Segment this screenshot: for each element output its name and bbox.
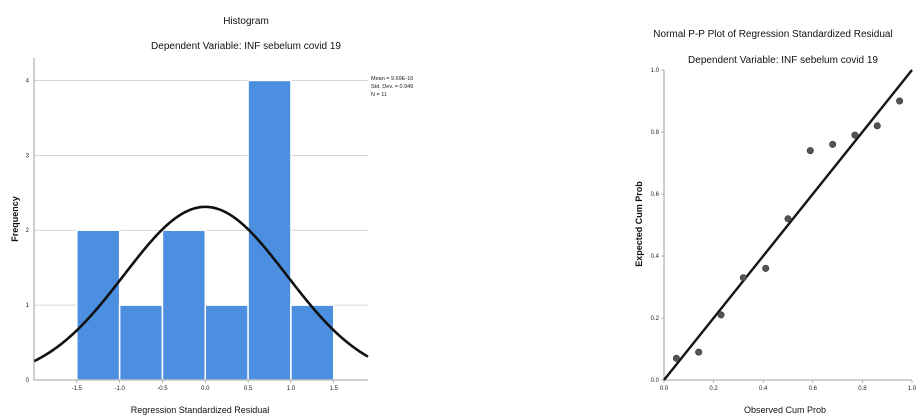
- histogram-x-tick-label: 1.0: [287, 386, 296, 392]
- pp-y-ticks: 0.0 0.2 0.4 0.6 0.8 1.0: [651, 68, 664, 384]
- pp-reference-line: [663, 69, 913, 381]
- stat-std-dev: Std. Dev. = 0.949: [371, 84, 413, 90]
- histogram-x-tick-label: 0.0: [201, 386, 210, 392]
- histogram-x-tick-label: -0.5: [157, 386, 168, 392]
- histogram-x-label: Regression Standardized Residual: [131, 405, 270, 415]
- pp-x-tick-label: 0.4: [759, 386, 768, 392]
- histogram-y-tick-label: 4: [26, 78, 30, 84]
- pp-x-label: Observed Cum Prob: [744, 405, 826, 415]
- pp-point: [717, 311, 725, 319]
- pp-point: [784, 215, 792, 223]
- histogram-bar: [204, 304, 249, 381]
- pp-point: [762, 264, 770, 272]
- histogram-bar: [290, 304, 335, 381]
- pp-y-tick-label: 0.6: [651, 192, 660, 198]
- histogram-chart: Histogram Dependent Variable: INF sebelu…: [10, 16, 413, 415]
- pp-x-ticks: 0.0 0.2 0.4 0.6 0.8 1.0: [660, 380, 917, 392]
- pp-point: [851, 131, 859, 139]
- histogram-bars: [76, 79, 335, 381]
- pp-point: [672, 354, 680, 362]
- histogram-x-tick-label: 1.5: [330, 386, 339, 392]
- stat-n: N = 11: [371, 92, 387, 98]
- histogram-bar: [247, 79, 292, 381]
- pp-x-tick-label: 0.0: [660, 386, 669, 392]
- pp-y-tick-label: 1.0: [651, 68, 660, 74]
- histogram-title: Histogram: [223, 16, 269, 27]
- pp-plot-subtitle: Dependent Variable: INF sebelum covid 19: [688, 55, 878, 66]
- pp-x-tick-label: 0.8: [858, 386, 867, 392]
- histogram-bar: [161, 229, 207, 381]
- pp-points: [672, 97, 904, 362]
- histogram-y-tick-label: 1: [26, 303, 30, 309]
- histogram-x-ticks: -1.5 -1.0 -0.5 0.0 0.5 1.0 1.5: [72, 380, 339, 392]
- stat-mean: Mean = 9.69E-16: [371, 76, 413, 82]
- pp-point: [829, 140, 837, 148]
- histogram-bar: [76, 229, 121, 381]
- histogram-stats-box: Mean = 9.69E-16 Std. Dev. = 0.949 N = 11: [371, 76, 413, 98]
- histogram-x-tick-label: 0.5: [244, 386, 253, 392]
- pp-y-tick-label: 0.8: [651, 130, 660, 136]
- pp-point: [695, 348, 703, 356]
- pp-point: [739, 274, 747, 282]
- pp-point: [873, 122, 881, 130]
- pp-point: [896, 97, 904, 105]
- pp-plot-title: Normal P-P Plot of Regression Standardiz…: [653, 29, 892, 40]
- pp-point: [806, 147, 814, 155]
- histogram-y-tick-label: 0: [26, 378, 30, 384]
- pp-x-tick-label: 1.0: [908, 386, 917, 392]
- histogram-y-tick-label: 3: [26, 153, 30, 159]
- histogram-y-label: Frequency: [10, 196, 20, 242]
- pp-x-tick-label: 0.2: [709, 386, 718, 392]
- pp-x-tick-label: 0.6: [809, 386, 818, 392]
- pp-y-label: Expected Cum Prob: [634, 181, 644, 267]
- histogram-subtitle: Dependent Variable: INF sebelum covid 19: [151, 41, 341, 52]
- normal-curve: [33, 205, 369, 363]
- histogram-y-ticks: 0 1 2 3 4: [26, 78, 30, 384]
- histogram-x-tick-label: -1.5: [72, 386, 83, 392]
- pp-y-tick-label: 0.4: [651, 254, 660, 260]
- pp-y-tick-label: 0.2: [651, 316, 660, 322]
- pp-y-tick-label: 0.0: [651, 378, 660, 384]
- pp-plot-chart: Normal P-P Plot of Regression Standardiz…: [634, 29, 917, 415]
- histogram-x-tick-label: -1.0: [114, 386, 125, 392]
- histogram-bar: [118, 304, 164, 381]
- histogram-y-tick-label: 2: [26, 228, 30, 234]
